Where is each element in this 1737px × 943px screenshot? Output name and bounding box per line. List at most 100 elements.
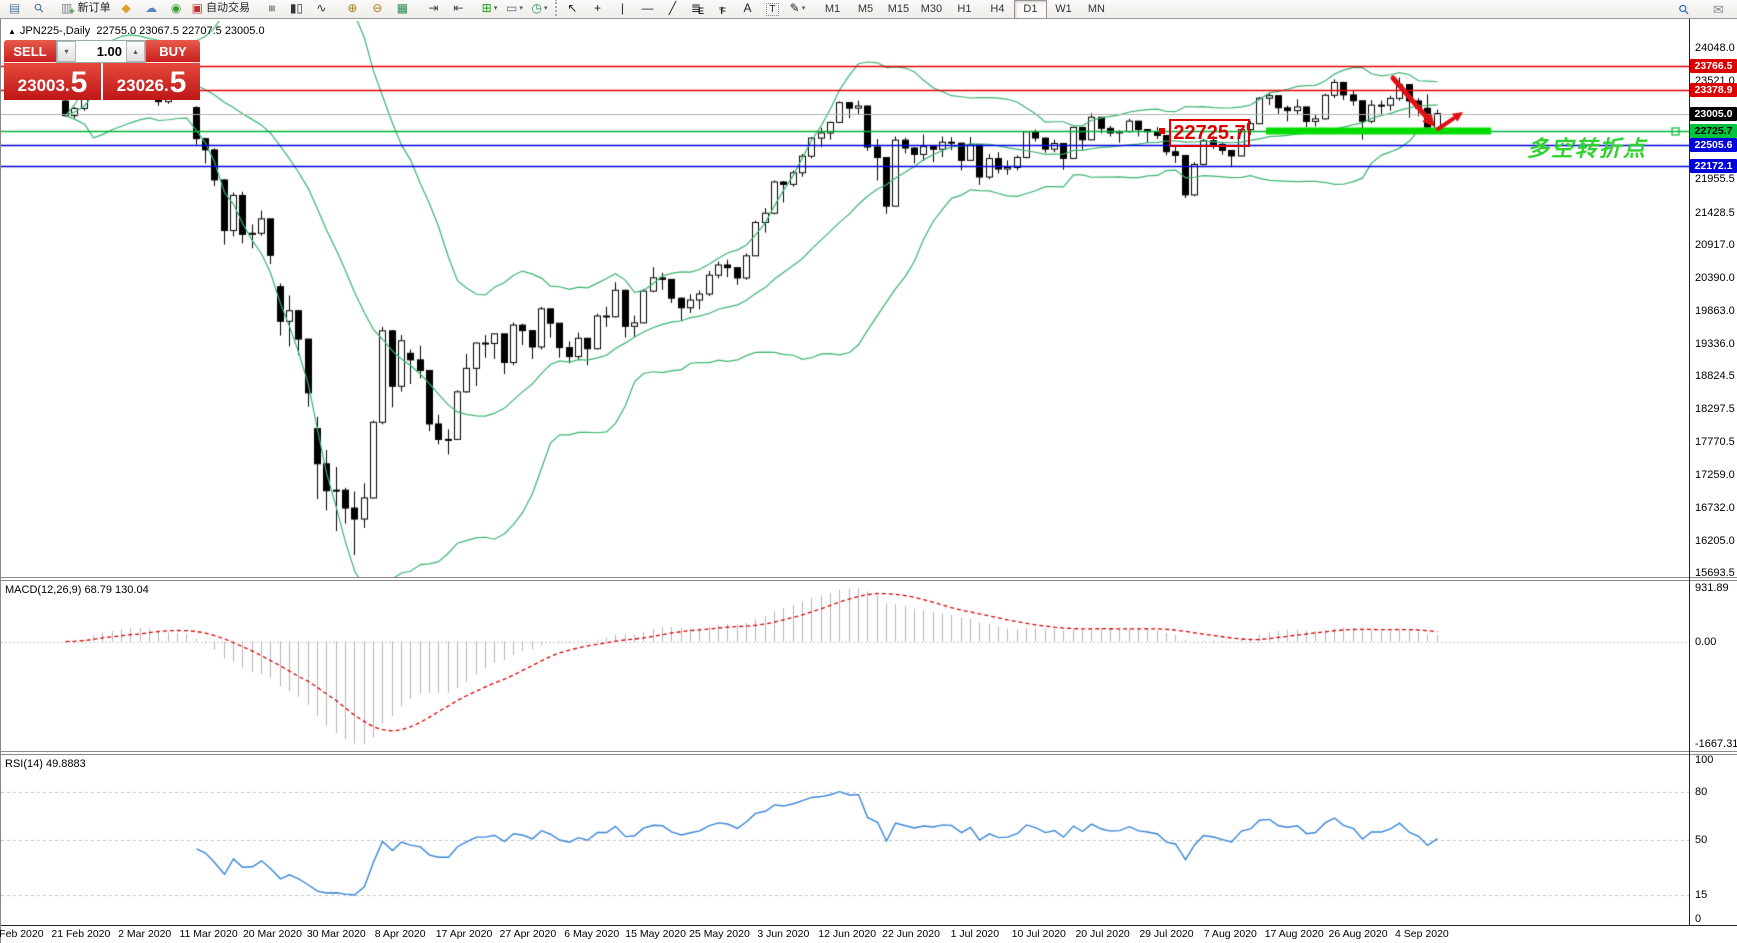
data-window-icon: ☁ (145, 1, 158, 15)
crosshair-button[interactable]: + (585, 0, 610, 18)
price-tick: 18824.5 (1695, 370, 1735, 383)
zoom-out-icon: ⊖ (372, 1, 383, 15)
crosshair-icon: + (593, 1, 601, 15)
sell-price-big-digit: 5 (70, 66, 88, 99)
price-tick: 20917.0 (1695, 238, 1735, 251)
timeframe-m1-button[interactable]: M1 (824, 3, 841, 16)
vertical-line-button[interactable]: | (610, 0, 635, 18)
sell-button[interactable]: SELL (4, 40, 56, 63)
date-tick-label: 6 May 2020 (564, 928, 620, 940)
charts-list-button[interactable]: ▤ (2, 0, 27, 18)
timeframe-m5-button[interactable]: M5 (857, 3, 874, 16)
price-tick: 20390.0 (1695, 271, 1735, 284)
dropdown-caret-icon[interactable]: ▾ (801, 5, 806, 12)
profile-search-button[interactable]: ⚲ (27, 0, 52, 18)
auto-scroll-button[interactable]: ⇥ (421, 0, 446, 18)
macd-pane-canvas[interactable] (1, 581, 1689, 751)
fibo-retracement-icon-overlay: E (697, 5, 704, 16)
price-badge: 23766.5 (1690, 58, 1737, 73)
one-click-trading-panel: SELL ▾ 1.00 ▴ BUY 23003. 5 23026. 5 (4, 40, 200, 100)
turning-point-note[interactable]: 多空转折点 (1527, 136, 1648, 161)
zoom-out-button[interactable]: ⊖ (365, 0, 390, 18)
signals-icon: ◉ (170, 1, 182, 15)
chart-title: ▲ JPN225-,Daily 22755.0 23067.5 22707.5 2… (8, 25, 265, 37)
autotrading-label: 自动交易 (205, 2, 250, 14)
text-label-icon: T (766, 3, 779, 16)
market-watch-button[interactable]: ◆ (114, 0, 139, 18)
arrow-objects-button[interactable]: ✎ ▾ (785, 0, 810, 18)
fibo-fan-button[interactable]: ▫ F (710, 0, 735, 18)
price-tick: 19863.0 (1695, 304, 1735, 317)
timeframe-w1-button[interactable]: W1 (1055, 3, 1072, 16)
date-tick-label: 3 Jun 2020 (757, 928, 810, 940)
price-level-annotation[interactable]: 22725.7 (1169, 119, 1250, 147)
arrow-objects-icon: ✎ (789, 1, 800, 15)
date-tick-label: 1 Jul 2020 (950, 928, 1000, 940)
date-tick-label: 30 Mar 2020 (306, 928, 366, 940)
date-tick-label: 2 Feb 2020 (0, 928, 44, 940)
collapse-icon[interactable]: ▲ (8, 27, 16, 36)
volume-decrease-button[interactable]: ▾ (57, 41, 76, 62)
candlestick-chart-button[interactable]: ▮▯ (284, 0, 309, 18)
period-menu-button[interactable]: ◷ ▾ (527, 0, 552, 18)
market-watch-icon: ◆ (121, 1, 131, 15)
rsi-axis-value: 100 (1695, 754, 1714, 766)
indicators-button[interactable]: ⊞ ▾ (477, 0, 502, 18)
timeframe-h1-button[interactable]: H1 (957, 3, 972, 16)
chat-icon: ✉ (1713, 2, 1724, 17)
data-window-button[interactable]: ☁ (139, 0, 164, 18)
timeframe-h4-button[interactable]: H4 (990, 3, 1005, 16)
chart-symbol-period: JPN225-,Daily (19, 25, 91, 37)
dropdown-caret-icon[interactable]: ▾ (493, 5, 498, 12)
cursor-icon: ↖ (567, 1, 578, 15)
profile-search-icon: ⚲ (31, 0, 48, 17)
price-tick: 16732.0 (1695, 501, 1735, 514)
buy-price[interactable]: 23026. 5 (103, 63, 200, 100)
trendline-button[interactable]: ╱ (660, 0, 685, 18)
volume-increase-button[interactable]: ▴ (126, 41, 145, 62)
timeframe-mn-button[interactable]: MN (1087, 3, 1105, 16)
price-badge: 22505.6 (1690, 137, 1737, 152)
search-button[interactable]: ⚲ (1671, 0, 1696, 19)
pane-separator-macd[interactable] (1, 577, 1737, 581)
horizontal-line-button[interactable]: — (635, 0, 660, 18)
timeframe-m15-button[interactable]: M15 (887, 3, 910, 16)
timeframe-m30-button[interactable]: M30 (920, 3, 943, 16)
signals-button[interactable]: ◉ (164, 0, 189, 18)
sell-price[interactable]: 23003. 5 (4, 63, 101, 100)
bar-chart-button[interactable]: ≡ (259, 0, 284, 18)
cursor-button[interactable]: ↖ (560, 0, 585, 18)
dropdown-caret-icon[interactable]: ▾ (543, 5, 548, 12)
time-axis-line (1, 925, 1737, 926)
main-toolbar: ▤ ⚲ ▥ + 新订单 ◆ ☁ ◉ ▣ 自动交易 ≡ ▮▯ ∿ ⊕ ⊖ ▦ ⇥ ⇤ ⊞ ▾ ▭ ▾ ◷ ▾ ↖ + | — ╱ ≣ E ▫ F A… (0, 0, 1737, 19)
candlestick-chart-icon: ▮▯ (289, 1, 304, 15)
price-badge: 22172.1 (1690, 158, 1737, 173)
zoom-in-button[interactable]: ⊕ (340, 0, 365, 18)
tile-windows-button[interactable]: ▦ (390, 0, 415, 18)
annotation-handle[interactable] (1159, 128, 1165, 134)
auto-scroll-icon: ⇥ (428, 1, 439, 15)
pane-separator-rsi[interactable] (1, 751, 1737, 755)
fibo-retracement-button[interactable]: ≣ E (685, 0, 710, 18)
new-order-icon-overlay: + (69, 5, 75, 16)
chart-template-button[interactable]: ▭ ▾ (502, 0, 527, 18)
autotrading-button[interactable]: ▣ 自动交易 (189, 0, 253, 18)
text-button[interactable]: A (735, 0, 760, 18)
new-order-button[interactable]: ▥ + 新订单 (58, 0, 114, 18)
macd-axis-value: 0.00 (1695, 635, 1717, 648)
price-tick: 21955.5 (1695, 173, 1735, 186)
text-label-button[interactable]: T (760, 0, 785, 19)
chart-shift-button[interactable]: ⇤ (446, 0, 471, 18)
price-badge: 22725.7 (1690, 124, 1737, 139)
line-chart-button[interactable]: ∿ (309, 0, 334, 18)
timeframe-d1-button[interactable]: D1 (1013, 0, 1047, 19)
dropdown-caret-icon[interactable]: ▾ (519, 5, 523, 12)
bar-chart-icon: ≡ (264, 4, 279, 13)
main-chart-canvas[interactable] (1, 21, 1689, 577)
toolbar-separator (554, 0, 557, 16)
date-tick-label: 8 Apr 2020 (374, 928, 426, 940)
chat-button[interactable]: ✉ (1706, 0, 1731, 19)
buy-button[interactable]: BUY (146, 40, 200, 63)
volume-input[interactable]: 1.00 (96, 44, 122, 59)
rsi-pane-canvas[interactable] (1, 755, 1689, 925)
